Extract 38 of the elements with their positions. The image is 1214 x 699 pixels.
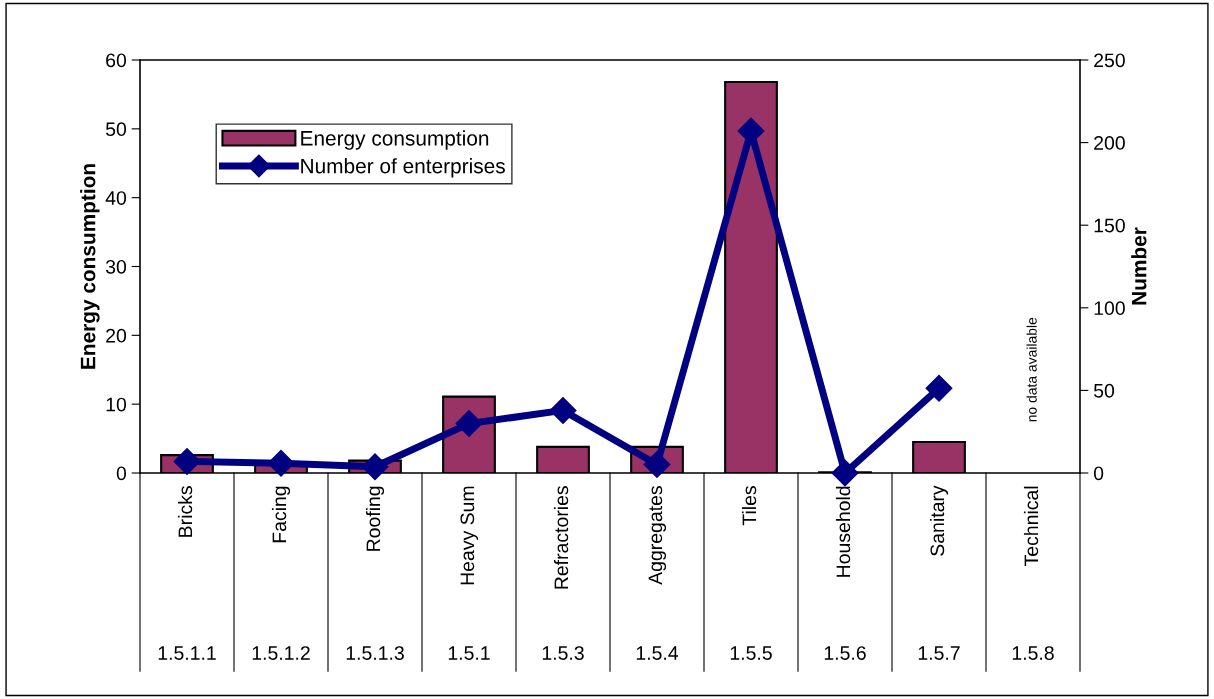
- text: 1.5.1.1: [158, 646, 216, 660]
- text: 1.5.6: [824, 646, 866, 660]
- y-tick-label: 40: [105, 191, 127, 205]
- x-tick-label: Roofing: [365, 486, 385, 551]
- y2-tick-label: 150: [1094, 218, 1125, 233]
- text: 1.5.5: [730, 646, 772, 660]
- y2-tick-label: 0: [1093, 466, 1104, 481]
- annotation: no data available: [1026, 317, 1037, 422]
- x-tick-label: Aggregates: [648, 486, 667, 585]
- text: 1.5.1.3: [346, 646, 404, 660]
- x-tick-label: Tiles: [741, 486, 757, 526]
- legend-label: Number of enterprises: [301, 158, 505, 178]
- legend-label: Energy consumption: [301, 130, 489, 150]
- y-tick-label: 30: [105, 259, 127, 274]
- x-tick-label: Technical: [1023, 486, 1039, 566]
- y-tick-label: 20: [106, 328, 127, 343]
- text: 1.5.1: [448, 646, 490, 660]
- text: 1.5.8: [1012, 646, 1054, 660]
- y-tick-label: 0: [116, 466, 127, 481]
- y2-axis-title: Number: [1131, 227, 1147, 305]
- y-tick-label: 50: [105, 122, 127, 137]
- text: 1.5.4: [636, 646, 679, 660]
- text: 1.5.7: [918, 646, 960, 660]
- y-tick-label: 10: [106, 397, 127, 412]
- y2-tick-label: 200: [1094, 136, 1125, 150]
- y2-tick-label: 250: [1094, 53, 1125, 68]
- text: 1.5.3: [542, 646, 584, 660]
- x-tick-label: Refractories: [553, 486, 569, 589]
- text: 1.5.1.2: [252, 646, 310, 660]
- x-tick-label: Bricks: [177, 486, 193, 537]
- x-tick-label: Household: [835, 486, 851, 577]
- y2-tick-label: 100: [1094, 301, 1125, 316]
- x-tick-label: Heavy Sum: [460, 486, 479, 585]
- y-axis-title: Energy consumption: [80, 164, 100, 369]
- y-tick-label: 60: [106, 53, 127, 68]
- x-tick-label: Facing: [271, 486, 291, 543]
- x-tick-label: Sanitary: [929, 485, 949, 556]
- y2-tick-label: 50: [1093, 383, 1115, 398]
